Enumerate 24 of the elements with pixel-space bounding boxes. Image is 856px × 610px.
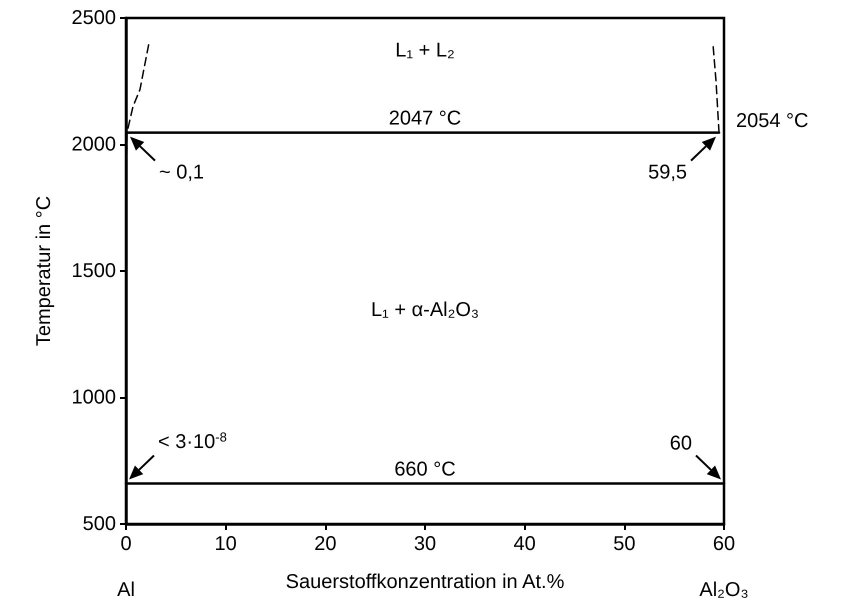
y-tick-label: 1500 <box>72 260 116 282</box>
x-tick-label: 60 <box>712 533 736 555</box>
x-tick-label: 10 <box>214 533 237 555</box>
y-axis-title: Temperatur in °C <box>33 196 55 346</box>
text: Al <box>117 579 135 601</box>
text: Al₂O₃ <box>699 579 749 601</box>
annotation: 2054 °C <box>736 110 808 132</box>
x-tick-label: 0 <box>120 533 132 555</box>
annotation: 60 <box>670 432 692 455</box>
y-tick-label: 2500 <box>72 7 116 29</box>
annotation: 2047 °C <box>388 108 462 130</box>
x-tick-label: 30 <box>414 533 436 555</box>
y-tick-label: 500 <box>82 513 116 535</box>
x-axis-title: Sauerstoffkonzentration in At.% <box>286 571 565 593</box>
annotation: 59,5 <box>648 162 688 184</box>
y-tick-label: 1000 <box>72 386 116 408</box>
x-tick-label: 50 <box>613 533 636 555</box>
annotation: L₁ + α-Al₂O₃ <box>370 299 480 322</box>
annotation: L₁ + L₂ <box>395 40 455 62</box>
y-tick-label: 2000 <box>72 134 116 156</box>
annotation: 660 °C <box>394 458 456 481</box>
x-tick-label: 20 <box>314 533 336 555</box>
x-tick-label: 40 <box>514 533 536 555</box>
annotation: ~ 0,1 <box>158 162 204 184</box>
